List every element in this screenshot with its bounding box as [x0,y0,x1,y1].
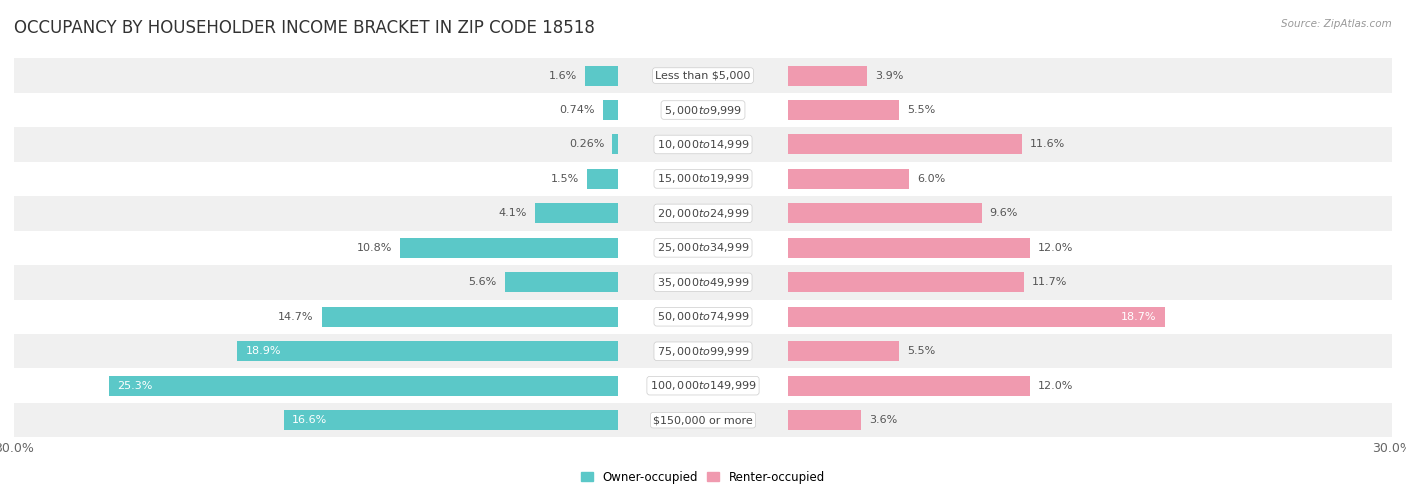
Text: 0.26%: 0.26% [569,139,605,150]
Bar [108,376,617,396]
Text: 1.5%: 1.5% [551,174,579,184]
Bar [789,341,898,361]
Bar [617,265,789,299]
Bar [238,341,617,361]
Text: 12.0%: 12.0% [1038,381,1073,391]
Bar [617,403,789,437]
Bar [789,410,860,430]
Text: 3.6%: 3.6% [869,415,897,425]
Bar [536,204,617,224]
Bar [284,410,617,430]
Text: OCCUPANCY BY HOUSEHOLDER INCOME BRACKET IN ZIP CODE 18518: OCCUPANCY BY HOUSEHOLDER INCOME BRACKET … [14,19,595,37]
Bar [789,307,1164,327]
Bar [789,334,1392,368]
Bar [789,376,1029,396]
Bar [617,334,789,368]
Bar [617,368,789,403]
Bar [789,368,1392,403]
Bar [789,231,1392,265]
Bar [789,204,981,224]
Bar [14,196,617,231]
Text: 16.6%: 16.6% [291,415,328,425]
Bar [14,334,617,368]
Bar [603,100,617,120]
Text: 0.74%: 0.74% [560,105,595,115]
Bar [789,127,1392,162]
Bar [401,238,617,258]
Text: $35,000 to $49,999: $35,000 to $49,999 [657,276,749,289]
Text: 5.5%: 5.5% [907,105,935,115]
Bar [789,272,1024,292]
Text: Source: ZipAtlas.com: Source: ZipAtlas.com [1281,19,1392,30]
Bar [617,127,789,162]
Text: $20,000 to $24,999: $20,000 to $24,999 [657,207,749,220]
Bar [612,135,617,155]
Text: 6.0%: 6.0% [917,174,945,184]
Bar [617,162,789,196]
Bar [789,93,1392,127]
Bar [588,169,617,189]
Text: 18.7%: 18.7% [1121,312,1157,322]
Bar [14,162,617,196]
Text: 1.6%: 1.6% [548,70,578,81]
Text: 4.1%: 4.1% [499,208,527,218]
Bar [789,66,868,86]
Text: $150,000 or more: $150,000 or more [654,415,752,425]
Legend: Owner-occupied, Renter-occupied: Owner-occupied, Renter-occupied [576,466,830,486]
Text: 10.8%: 10.8% [357,243,392,253]
Bar [789,238,1029,258]
Bar [617,196,789,231]
Bar [14,265,617,299]
Text: 11.6%: 11.6% [1029,139,1066,150]
Text: 9.6%: 9.6% [990,208,1018,218]
Bar [14,231,617,265]
Text: 14.7%: 14.7% [278,312,314,322]
Text: 3.9%: 3.9% [875,70,904,81]
Bar [617,231,789,265]
Text: $15,000 to $19,999: $15,000 to $19,999 [657,173,749,186]
Bar [14,403,617,437]
Bar [789,299,1392,334]
Text: $100,000 to $149,999: $100,000 to $149,999 [650,379,756,392]
Bar [789,58,1392,93]
Bar [585,66,617,86]
Bar [789,196,1392,231]
Bar [14,368,617,403]
Bar [322,307,617,327]
Text: $5,000 to $9,999: $5,000 to $9,999 [664,104,742,117]
Bar [14,58,617,93]
Bar [789,162,1392,196]
Bar [505,272,617,292]
Text: 12.0%: 12.0% [1038,243,1073,253]
Bar [617,299,789,334]
Bar [14,299,617,334]
Text: 5.6%: 5.6% [468,278,496,287]
Text: $50,000 to $74,999: $50,000 to $74,999 [657,310,749,323]
Bar [617,93,789,127]
Text: 5.5%: 5.5% [907,346,935,356]
Bar [789,169,910,189]
Bar [14,127,617,162]
Bar [789,135,1022,155]
Bar [789,265,1392,299]
Text: 25.3%: 25.3% [117,381,152,391]
Bar [14,93,617,127]
Text: 11.7%: 11.7% [1032,278,1067,287]
Text: Less than $5,000: Less than $5,000 [655,70,751,81]
Bar [789,403,1392,437]
Text: $25,000 to $34,999: $25,000 to $34,999 [657,242,749,254]
Text: $10,000 to $14,999: $10,000 to $14,999 [657,138,749,151]
Bar [617,58,789,93]
Text: $75,000 to $99,999: $75,000 to $99,999 [657,345,749,358]
Bar [789,100,898,120]
Text: 18.9%: 18.9% [246,346,281,356]
